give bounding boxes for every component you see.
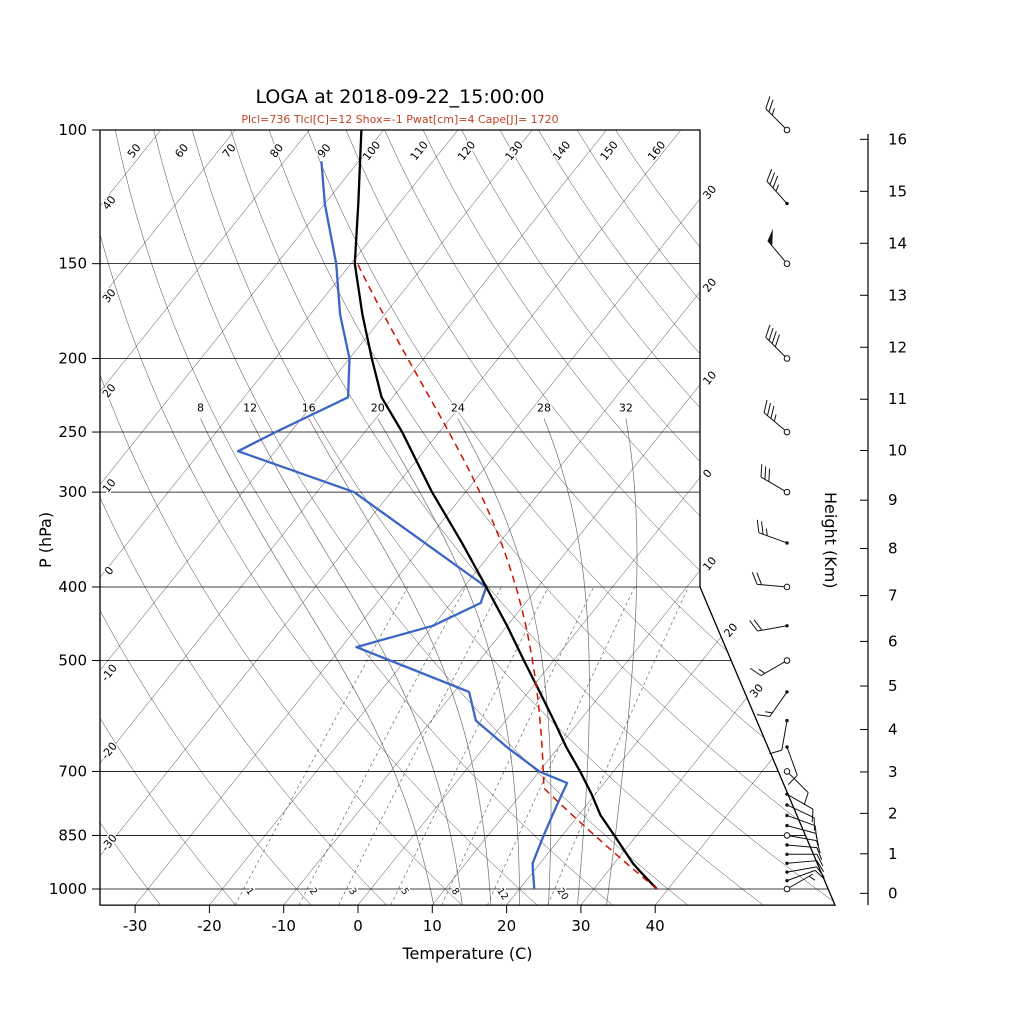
parcel-curve	[354, 258, 658, 890]
svg-text:90: 90	[315, 141, 334, 160]
svg-text:150: 150	[58, 255, 87, 273]
svg-text:-20: -20	[197, 917, 222, 935]
svg-text:32: 32	[619, 402, 633, 415]
wind-barb-column	[749, 96, 825, 893]
svg-text:120: 120	[455, 139, 478, 164]
svg-text:12: 12	[494, 886, 510, 902]
svg-text:12: 12	[888, 338, 907, 356]
svg-text:10: 10	[423, 917, 442, 935]
svg-text:7: 7	[888, 587, 898, 605]
sounding-curves	[236, 130, 658, 890]
svg-text:10: 10	[700, 554, 719, 573]
svg-text:10: 10	[700, 369, 719, 388]
svg-text:2: 2	[307, 886, 319, 897]
svg-text:70: 70	[220, 141, 239, 160]
svg-text:50: 50	[125, 141, 144, 160]
svg-text:20: 20	[554, 886, 570, 902]
svg-text:16: 16	[302, 402, 316, 415]
pressure-axis-title: P (hPa)	[36, 511, 55, 568]
svg-text:20: 20	[722, 621, 741, 640]
dewpoint-curve	[236, 161, 569, 890]
svg-text:0: 0	[353, 917, 363, 935]
svg-text:2: 2	[888, 804, 898, 822]
svg-text:4: 4	[888, 721, 898, 739]
svg-text:80: 80	[267, 141, 286, 160]
svg-text:30: 30	[571, 917, 590, 935]
svg-text:1: 1	[888, 845, 898, 863]
svg-text:5: 5	[398, 886, 410, 897]
svg-text:16: 16	[888, 130, 907, 148]
svg-text:700: 700	[58, 762, 87, 780]
svg-text:8: 8	[197, 402, 204, 415]
svg-text:140: 140	[550, 139, 573, 164]
svg-text:0: 0	[700, 467, 714, 481]
svg-text:8: 8	[888, 540, 898, 558]
svg-text:20: 20	[100, 381, 119, 400]
svg-text:100: 100	[360, 139, 383, 164]
chart-subtitle: Plcl=736 Tlcl[C]=12 Shox=-1 Pwat[cm]=4 C…	[241, 113, 559, 126]
svg-text:40: 40	[100, 193, 119, 212]
svg-text:150: 150	[598, 139, 621, 164]
svg-text:24: 24	[451, 402, 465, 415]
svg-text:300: 300	[58, 483, 87, 501]
svg-text:8: 8	[449, 886, 461, 897]
svg-text:28: 28	[537, 402, 551, 415]
svg-text:30: 30	[100, 286, 119, 305]
svg-text:15: 15	[888, 182, 907, 200]
svg-text:400: 400	[58, 578, 87, 596]
svg-text:500: 500	[58, 652, 87, 670]
svg-text:30: 30	[700, 183, 719, 202]
svg-text:1000: 1000	[49, 880, 87, 898]
svg-text:6: 6	[888, 632, 898, 650]
svg-text:850: 850	[58, 826, 87, 844]
svg-text:160: 160	[645, 139, 668, 164]
svg-text:1: 1	[243, 886, 255, 897]
svg-text:-20: -20	[99, 740, 120, 762]
svg-text:11: 11	[888, 390, 907, 408]
svg-text:-10: -10	[99, 662, 120, 684]
svg-text:3: 3	[888, 763, 898, 781]
svg-text:9: 9	[888, 491, 898, 509]
svg-text:20: 20	[497, 917, 516, 935]
svg-text:250: 250	[58, 423, 87, 441]
chart-title: LOGA at 2018-09-22_15:00:00	[255, 86, 545, 108]
svg-text:10: 10	[888, 441, 907, 459]
svg-text:110: 110	[408, 139, 431, 164]
svg-text:0: 0	[888, 884, 898, 902]
svg-text:200: 200	[58, 349, 87, 367]
svg-text:20: 20	[700, 276, 719, 295]
svg-text:5: 5	[888, 677, 898, 695]
svg-text:30: 30	[747, 681, 766, 700]
svg-text:100: 100	[58, 121, 87, 139]
x-axis-title: Temperature (C)	[402, 944, 533, 963]
svg-text:14: 14	[888, 234, 907, 252]
svg-text:40: 40	[646, 917, 665, 935]
background-lines	[100, 130, 835, 906]
svg-text:12: 12	[243, 402, 257, 415]
svg-text:-30: -30	[123, 917, 148, 935]
svg-text:-10: -10	[271, 917, 296, 935]
temperature-curve	[353, 130, 658, 890]
svg-text:3: 3	[346, 886, 358, 897]
height-axis-title: Height (Km)	[821, 492, 840, 589]
svg-text:20: 20	[371, 402, 385, 415]
svg-text:60: 60	[172, 141, 191, 160]
svg-text:13: 13	[888, 286, 907, 304]
